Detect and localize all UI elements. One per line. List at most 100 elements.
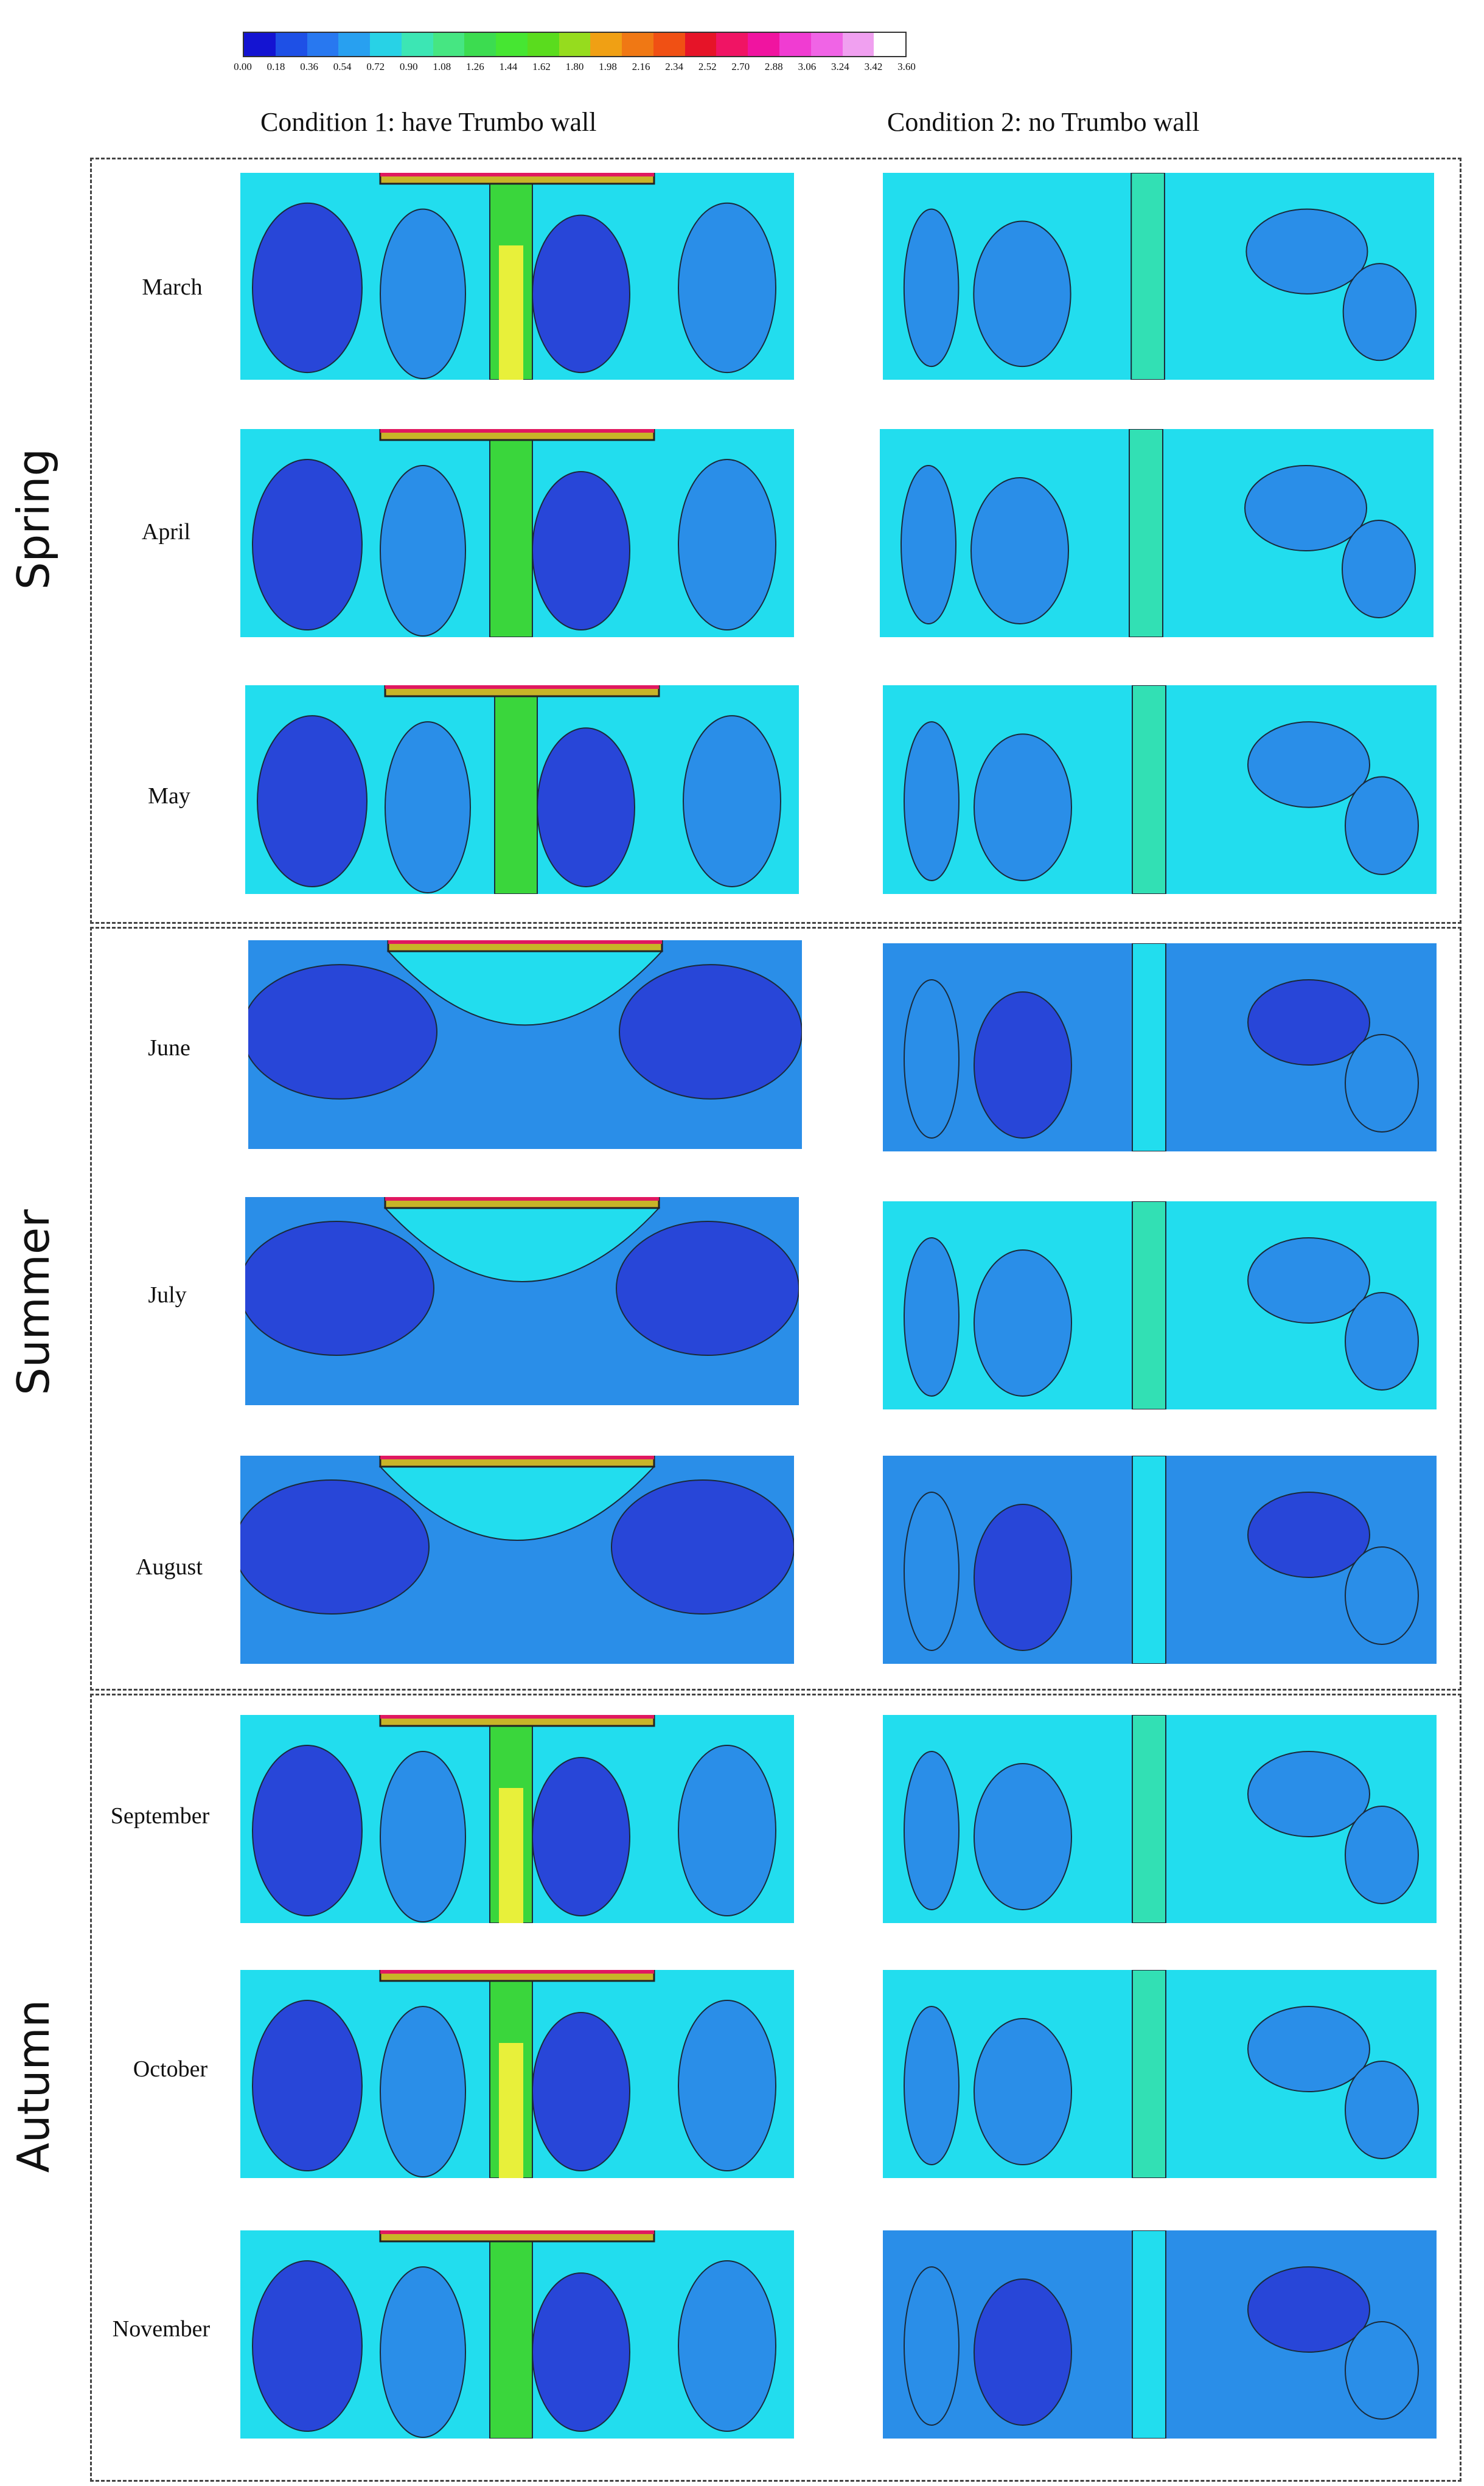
month-label-may: May — [148, 783, 190, 809]
contour-plume — [489, 2241, 533, 2439]
colorbar-swatch — [433, 33, 465, 56]
contour-region — [252, 459, 363, 630]
contour-june-no-wall — [883, 943, 1437, 1151]
contour-region — [380, 2266, 466, 2438]
colorbar-tick: 3.60 — [897, 61, 916, 72]
contour-region — [380, 465, 466, 637]
trombe-wall-hot-edge — [380, 1970, 654, 1974]
contour-region — [970, 477, 1069, 624]
contour-region — [1345, 2321, 1419, 2420]
contour-region — [380, 2006, 466, 2177]
condition-2-title: Condition 2: no Trumbo wall — [887, 107, 1200, 137]
colorbar-tick: 2.52 — [698, 61, 717, 72]
contour-plume — [1129, 429, 1163, 637]
contour-region — [973, 220, 1071, 368]
colorbar-tick: 1.62 — [532, 61, 551, 72]
colorbar-tick: 0.54 — [333, 61, 352, 72]
contour-region — [532, 2272, 630, 2432]
colorbar-swatch — [275, 33, 307, 56]
colorbar-swatch — [244, 33, 276, 56]
contour-region — [245, 1221, 434, 1356]
contour-region — [1345, 1806, 1419, 1904]
contour-plume — [1132, 1715, 1166, 1923]
contour-june-with-wall — [248, 940, 802, 1149]
condition-1-title: Condition 1: have Trumbo wall — [260, 107, 597, 137]
contour-region — [678, 202, 776, 374]
contour-region — [532, 1757, 630, 1916]
contour-plume — [1132, 685, 1166, 894]
contour-region — [974, 1763, 1072, 1910]
contour-region — [252, 202, 363, 374]
colorbar-tick: 1.80 — [565, 61, 584, 72]
contour-region — [537, 727, 635, 887]
colorbar-tick: 1.98 — [599, 61, 617, 72]
colorbar-tick: 0.72 — [366, 61, 385, 72]
contour-region — [904, 1237, 960, 1397]
contour-region — [1342, 520, 1416, 618]
colorbar-tick: 1.26 — [465, 61, 484, 72]
colorbar-tick: 0.00 — [234, 61, 252, 72]
contour-region — [252, 1745, 363, 1916]
contour-region — [1247, 721, 1370, 808]
colorbar-tick: 1.44 — [499, 61, 518, 72]
contour-region — [683, 715, 781, 887]
colorbar — [243, 32, 907, 57]
colorbar-tick-labels: 0.00 0.18 0.36 0.54 0.72 0.90 1.08 1.26 1.44 1.62… — [234, 61, 916, 75]
trombe-wall-hot-edge — [380, 429, 654, 433]
contour-plume — [1132, 1970, 1166, 2178]
contour-region — [1247, 2266, 1370, 2353]
contour-april-no-wall — [880, 429, 1433, 637]
contour-november-no-wall — [883, 2230, 1437, 2439]
contour-region — [1345, 2061, 1419, 2159]
contour-region — [1345, 1546, 1419, 1645]
contour-region — [1345, 776, 1419, 875]
contour-region — [678, 2000, 776, 2171]
colorbar-tick: 3.24 — [831, 61, 849, 72]
month-label-june: June — [148, 1035, 190, 1061]
contour-region — [1247, 1492, 1370, 1578]
colorbar-tick: 0.36 — [300, 61, 318, 72]
contour-plume-core — [499, 1788, 523, 1923]
colorbar-swatch — [559, 33, 591, 56]
contour-region — [974, 1249, 1072, 1397]
contour-plume — [489, 439, 533, 637]
colorbar-swatch — [401, 33, 433, 56]
colorbar-tick: 2.70 — [731, 61, 750, 72]
season-label-spring: Spring — [8, 448, 59, 590]
contour-plume — [494, 696, 538, 894]
contour-region — [240, 1479, 430, 1615]
contour-region — [974, 2018, 1072, 2165]
contour-region — [380, 208, 466, 380]
contour-region — [257, 715, 368, 887]
trombe-wall-hot-edge — [385, 685, 659, 690]
contour-plume — [1132, 1456, 1166, 1664]
colorbar-swatch — [527, 33, 559, 56]
contour-region — [378, 1466, 656, 1541]
contour-plume-core — [499, 245, 523, 380]
colorbar-swatch — [842, 33, 874, 56]
contour-region — [619, 964, 802, 1100]
trombe-wall-hot-edge — [380, 2230, 654, 2234]
colorbar-swatch — [748, 33, 780, 56]
contour-october-with-wall — [240, 1970, 794, 2178]
colorbar-swatch — [810, 33, 843, 56]
contour-region — [532, 471, 630, 630]
contour-region — [1342, 263, 1417, 361]
contour-july-with-wall — [245, 1197, 799, 1405]
month-label-august: August — [136, 1554, 203, 1580]
contour-may-no-wall — [883, 685, 1437, 894]
contour-region — [252, 2000, 363, 2171]
contour-region — [616, 1221, 799, 1356]
colorbar-tick: 2.88 — [764, 61, 783, 72]
contour-march-with-wall — [240, 173, 794, 380]
season-frame-summer — [90, 927, 1461, 1691]
contour-region — [1345, 1034, 1419, 1133]
contour-region — [904, 721, 960, 881]
colorbar-tick: 2.16 — [632, 61, 650, 72]
contour-region — [904, 2006, 960, 2165]
contour-region — [385, 721, 471, 893]
contour-region — [974, 991, 1072, 1139]
trombe-wall-hot-edge — [388, 940, 662, 944]
contour-region — [1247, 1237, 1370, 1324]
trombe-wall-hot-edge — [385, 1197, 659, 1201]
